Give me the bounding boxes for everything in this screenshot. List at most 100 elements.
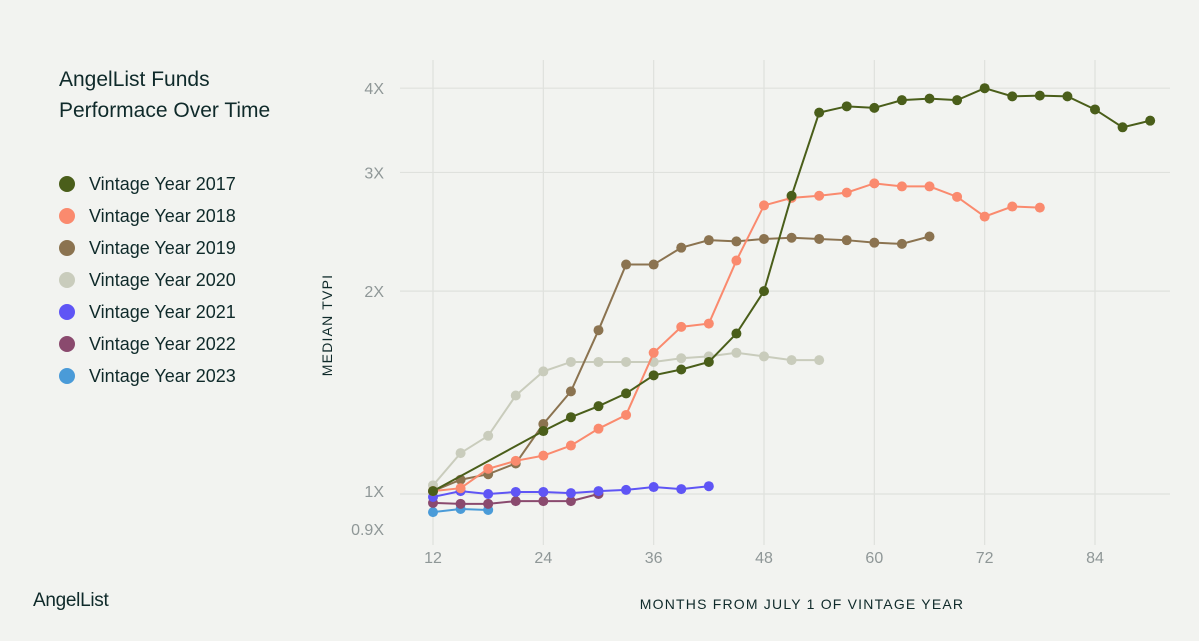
data-point bbox=[593, 325, 604, 336]
legend-label: Vintage Year 2023 bbox=[89, 366, 236, 386]
data-point bbox=[979, 83, 990, 94]
y-tick-label: 0.9X bbox=[351, 522, 384, 539]
data-point bbox=[731, 347, 742, 358]
data-point bbox=[841, 187, 852, 198]
data-point bbox=[510, 390, 521, 401]
data-point bbox=[869, 178, 880, 189]
data-point bbox=[621, 388, 632, 399]
legend-label: Vintage Year 2017 bbox=[89, 174, 236, 194]
legend-dot-icon bbox=[59, 208, 75, 224]
data-point bbox=[648, 482, 659, 493]
data-point bbox=[759, 200, 769, 211]
legend: Vintage Year 2017 Vintage Year 2018 Vintag… bbox=[59, 168, 236, 392]
data-point bbox=[538, 419, 549, 430]
data-point bbox=[841, 101, 852, 112]
data-point bbox=[731, 255, 742, 266]
x-tick-label: 48 bbox=[755, 550, 773, 567]
data-point bbox=[786, 355, 797, 366]
data-point bbox=[731, 236, 742, 247]
data-point bbox=[676, 353, 687, 364]
data-point bbox=[703, 235, 714, 246]
data-point bbox=[483, 498, 494, 509]
data-point bbox=[924, 181, 935, 192]
legend-item: Vintage Year 2017 bbox=[59, 168, 236, 200]
data-point bbox=[1062, 91, 1073, 102]
data-point bbox=[759, 351, 769, 362]
x-tick-label: 12 bbox=[424, 550, 442, 567]
data-point bbox=[538, 366, 549, 377]
data-point bbox=[593, 356, 604, 367]
data-point bbox=[869, 102, 880, 113]
data-point bbox=[565, 412, 576, 423]
legend-label: Vintage Year 2022 bbox=[89, 334, 236, 354]
chart-title: AngelList Funds Performace Over Time bbox=[59, 68, 271, 122]
data-point bbox=[483, 430, 494, 441]
y-tick-label: 1X bbox=[364, 484, 384, 501]
legend-item: Vintage Year 2023 bbox=[59, 360, 236, 392]
data-point bbox=[565, 496, 576, 507]
legend-label: Vintage Year 2020 bbox=[89, 270, 236, 290]
data-point bbox=[703, 318, 714, 329]
data-point bbox=[1090, 104, 1100, 115]
data-point bbox=[510, 455, 521, 466]
data-point bbox=[510, 486, 521, 497]
legend-dot-icon bbox=[59, 176, 75, 192]
x-axis-title: MONTHS FROM JULY 1 OF VINTAGE YEAR bbox=[640, 596, 964, 612]
x-tick-label: 24 bbox=[534, 550, 552, 567]
data-point bbox=[428, 507, 438, 518]
series-4 bbox=[428, 481, 714, 502]
data-point bbox=[455, 483, 466, 494]
data-point bbox=[676, 364, 687, 375]
data-point bbox=[924, 231, 935, 242]
gridlines bbox=[400, 60, 1170, 545]
y-tick-label: 3X bbox=[364, 165, 384, 182]
data-point bbox=[565, 488, 576, 499]
legend-dot-icon bbox=[59, 304, 75, 320]
legend-label: Vintage Year 2019 bbox=[89, 238, 236, 258]
series-0 bbox=[428, 83, 1156, 497]
data-point bbox=[510, 496, 521, 507]
data-point bbox=[621, 409, 632, 420]
series-2 bbox=[428, 231, 935, 497]
data-point bbox=[841, 235, 852, 246]
legend-dot-icon bbox=[59, 240, 75, 256]
data-point bbox=[538, 450, 549, 461]
data-point bbox=[593, 401, 604, 412]
series-3 bbox=[428, 347, 825, 491]
data-point bbox=[483, 463, 494, 474]
data-point bbox=[896, 238, 907, 249]
series-1 bbox=[428, 178, 1045, 497]
data-point bbox=[896, 95, 907, 106]
data-point bbox=[1034, 90, 1045, 101]
legend-dot-icon bbox=[59, 336, 75, 352]
data-point bbox=[786, 232, 797, 243]
data-point bbox=[538, 426, 549, 437]
data-point bbox=[648, 370, 659, 381]
data-point bbox=[455, 498, 466, 509]
tick-labels: 12 24 36 48 60 72 84 0.9X 1X 2X 3X 4X bbox=[351, 81, 1104, 567]
data-point bbox=[814, 233, 825, 244]
data-point bbox=[1145, 115, 1156, 126]
legend-item: Vintage Year 2019 bbox=[59, 232, 236, 264]
series-group bbox=[428, 83, 1156, 518]
legend-item: Vintage Year 2018 bbox=[59, 200, 236, 232]
data-point bbox=[979, 211, 990, 222]
data-point bbox=[703, 356, 714, 367]
data-point bbox=[924, 93, 935, 104]
data-point bbox=[1117, 122, 1128, 133]
data-point bbox=[621, 484, 632, 495]
data-point bbox=[538, 496, 549, 507]
y-tick-label: 2X bbox=[364, 284, 384, 301]
data-point bbox=[565, 440, 576, 451]
data-point bbox=[676, 321, 687, 332]
data-point bbox=[759, 233, 769, 244]
y-axis-title: MEDIAN TVPI bbox=[319, 274, 335, 376]
data-point bbox=[648, 259, 659, 270]
x-tick-label: 36 bbox=[645, 550, 663, 567]
legend-dot-icon bbox=[59, 368, 75, 384]
data-point bbox=[565, 386, 576, 397]
data-point bbox=[648, 347, 659, 358]
data-point bbox=[538, 486, 549, 497]
x-tick-label: 72 bbox=[976, 550, 994, 567]
data-point bbox=[1034, 202, 1045, 213]
